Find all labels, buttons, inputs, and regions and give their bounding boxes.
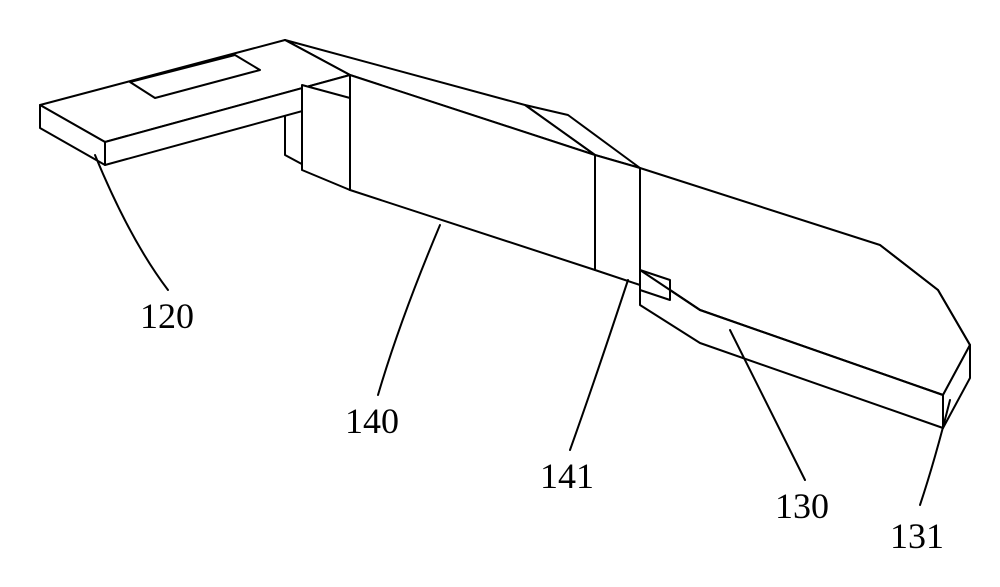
- label-120: 120: [140, 295, 194, 337]
- leader-line: [378, 225, 440, 395]
- label-140: 140: [345, 400, 399, 442]
- right-back-front: [595, 155, 640, 285]
- label-131: 131: [890, 515, 944, 557]
- center-step: [302, 85, 350, 190]
- leader-line: [570, 280, 628, 450]
- leader-line: [95, 155, 168, 290]
- label-141: 141: [540, 455, 594, 497]
- label-130: 130: [775, 485, 829, 527]
